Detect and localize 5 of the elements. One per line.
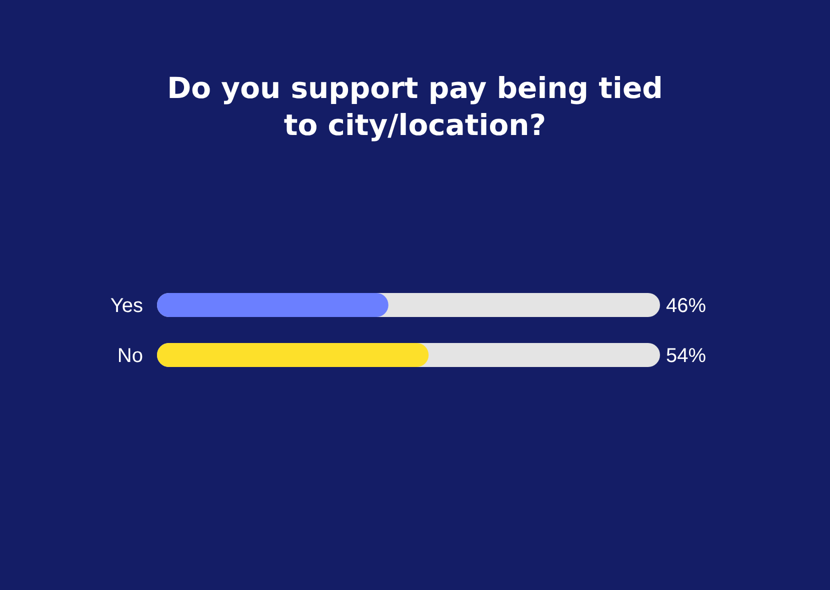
chart-title: Do you support pay being tied to city/location? bbox=[166, 70, 664, 144]
y-tick-label: No bbox=[117, 345, 143, 368]
y-tick-label: Yes bbox=[110, 295, 143, 318]
data-label: 46% bbox=[666, 295, 706, 317]
data-label: 54% bbox=[666, 345, 706, 367]
